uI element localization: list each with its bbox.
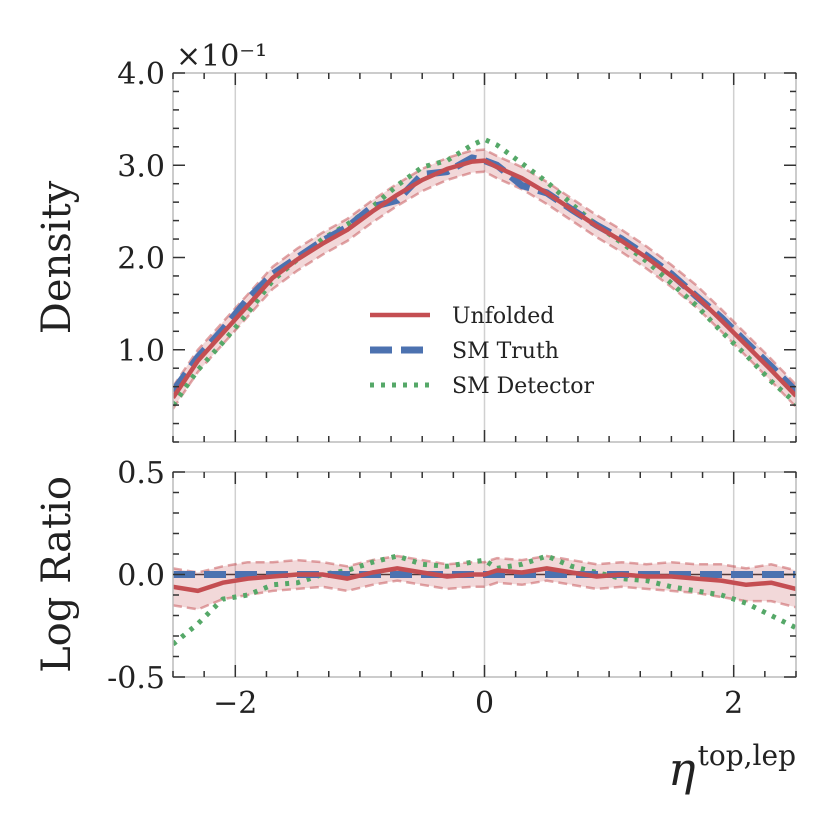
- x-tick-label: 0: [475, 686, 494, 721]
- y-tick-label: 0.5: [117, 456, 165, 491]
- panel-main: 1.0 2.0 3.0 4.0 Density: [34, 57, 797, 443]
- y-tick-label: 1.0: [117, 334, 165, 369]
- x-axis-title-base: η: [668, 742, 696, 796]
- y-tick-label: 3.0: [117, 149, 165, 184]
- legend-label: SM Detector: [452, 374, 595, 399]
- x-axis-title: ηtop,lep: [668, 739, 796, 796]
- band-upper-edge: [173, 148, 796, 388]
- y-axis-title: Log Ratio: [34, 476, 80, 673]
- panel-ratio: -0.5 0.0 0.5 Log Ratio: [34, 456, 797, 696]
- legend-label: SM Truth: [452, 339, 559, 364]
- band-lower-edge: [173, 170, 796, 410]
- series-line-unfolded: [173, 566, 796, 594]
- x-tick-label: −2: [213, 686, 257, 721]
- scale-exponent-label: ×10⁻¹: [176, 39, 267, 74]
- band-lower-edge: [173, 579, 796, 611]
- x-tick-label: 2: [724, 686, 743, 721]
- y-tick-label: 0.0: [117, 559, 165, 594]
- y-tick-label: 4.0: [117, 57, 165, 92]
- legend-label: Unfolded: [452, 304, 554, 329]
- y-tick-label: 2.0: [117, 242, 165, 277]
- plot-area: [173, 553, 796, 647]
- series-line-sm-truth: [173, 154, 796, 394]
- y-axis-title: Density: [34, 180, 80, 334]
- y-tick-label: -0.5: [107, 661, 165, 696]
- series-line-unfolded: [173, 158, 796, 399]
- band-upper-edge: [173, 554, 796, 574]
- uncertainty-band: [173, 556, 796, 610]
- x-axis-title-sup: top,lep: [698, 739, 796, 772]
- plot-area: [173, 136, 796, 410]
- uncertainty-band: [173, 149, 796, 409]
- legend: Unfolded SM Truth SM Detector: [370, 304, 595, 399]
